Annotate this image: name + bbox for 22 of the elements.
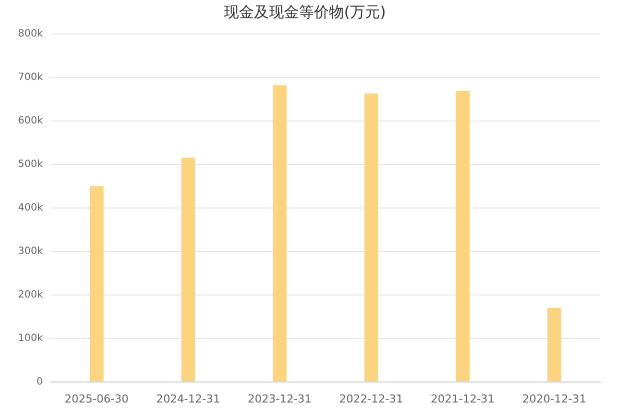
x-tick-label: 2025-06-30: [64, 392, 129, 406]
chart-title: 现金及现金等价物(万元): [224, 2, 386, 21]
x-tick-label: 2024-12-31: [156, 392, 220, 406]
y-tick-label: 300k: [18, 246, 44, 257]
bar: [90, 186, 104, 382]
y-tick-label: 700k: [18, 72, 44, 84]
y-tick-label: 600k: [18, 116, 44, 127]
x-tick-label: 2022-12-31: [339, 392, 404, 406]
y-tick-label: 100k: [18, 332, 44, 344]
y-tick-label: 800k: [18, 28, 44, 40]
bar: [456, 90, 470, 382]
x-tick-label: 2023-12-31: [248, 392, 312, 406]
y-tick-label: 0: [36, 376, 43, 388]
bar: [181, 158, 196, 382]
y-tick-label: 500k: [18, 159, 44, 170]
y-tick-label: 200k: [18, 289, 44, 300]
bar: [547, 308, 562, 382]
x-tick-label: 2021-12-31: [430, 392, 495, 406]
bar: [272, 85, 287, 382]
y-tick-label: 400k: [18, 202, 44, 214]
x-tick-label: 2020-12-31: [522, 392, 586, 406]
bar: [364, 94, 378, 382]
